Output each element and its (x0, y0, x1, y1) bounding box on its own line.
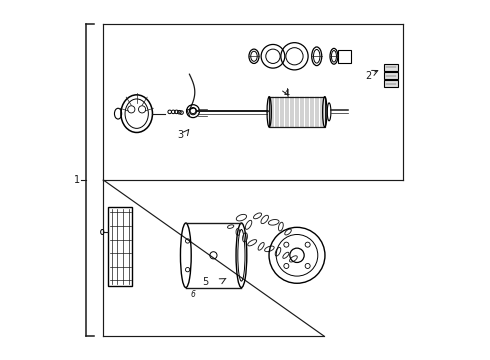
Text: 1: 1 (74, 175, 80, 185)
Text: 4: 4 (283, 89, 289, 99)
Text: 6: 6 (191, 289, 196, 298)
Text: 5: 5 (202, 277, 209, 287)
Bar (384, 64, 398, 71)
Text: 2: 2 (366, 71, 372, 81)
Bar (269, 96, 325, 127)
Bar (384, 72, 398, 79)
Bar (384, 80, 398, 87)
Bar (338, 50, 351, 63)
Text: 3: 3 (177, 130, 184, 140)
Bar (108, 207, 132, 286)
